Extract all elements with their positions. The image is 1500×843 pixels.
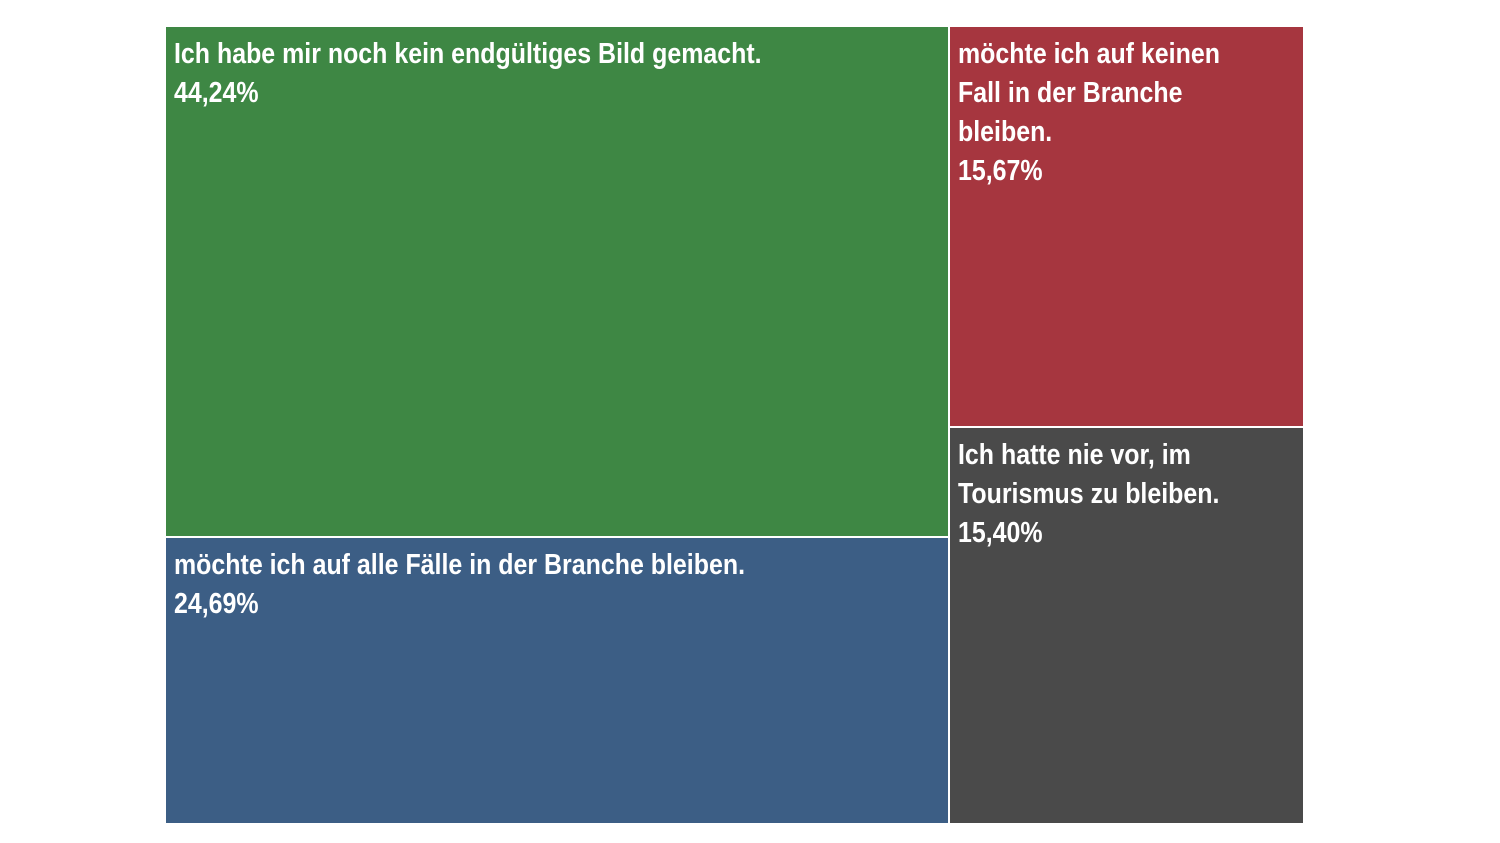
treemap-tile-never-intended: Ich hatte nie vor, im Tourismus zu bleib… xyxy=(949,428,1303,823)
tile-label: möchte ich auf alle Fälle in der Branche… xyxy=(174,548,746,581)
tile-value-label: 15,67% xyxy=(957,155,1043,187)
treemap-tile-stay-definitely: möchte ich auf alle Fälle in der Branche… xyxy=(166,537,948,823)
treemap-chart: Ich habe mir noch kein endgültiges Bild … xyxy=(166,27,1303,823)
treemap-tile-undecided: Ich habe mir noch kein endgültiges Bild … xyxy=(166,27,948,536)
tile-value-label: 24,69% xyxy=(174,587,259,620)
tile-value-label: 44,24% xyxy=(174,77,259,109)
tile-value-label: 15,40% xyxy=(957,517,1043,550)
tile-label: Ich habe mir noch kein endgültiges Bild … xyxy=(174,38,762,70)
treemap-tile-leave-definitely: möchte ich auf keinen Fall in der Branch… xyxy=(949,27,1303,427)
tile-label: Ich hatte nie vor, im Tourismus zu bleib… xyxy=(957,439,1220,511)
tile-label: möchte ich auf keinen Fall in der Branch… xyxy=(957,38,1220,148)
